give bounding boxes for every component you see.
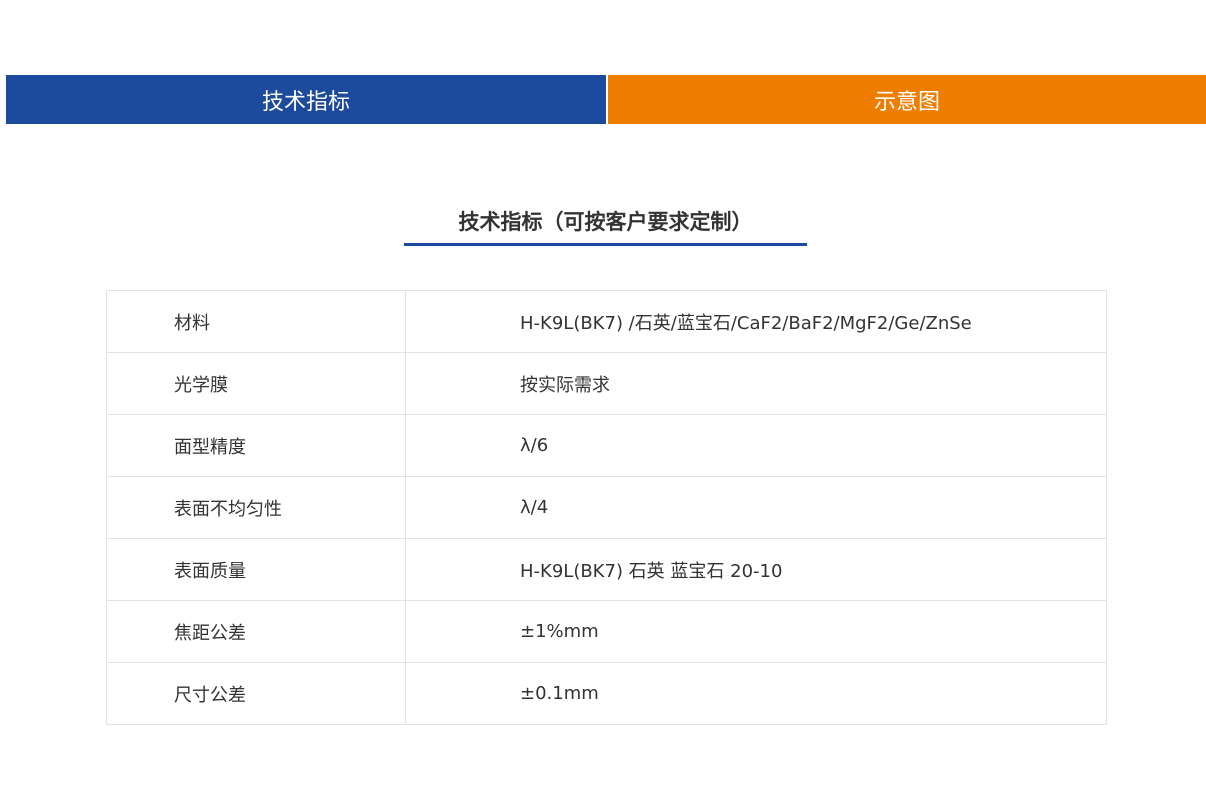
spec-value: H-K9L(BK7) 石英 蓝宝石 20-10 xyxy=(405,538,1107,601)
table-row: 光学膜 按实际需求 xyxy=(106,352,1107,415)
spec-key: 表面不均匀性 xyxy=(106,476,406,539)
spec-key: 光学膜 xyxy=(106,352,406,415)
tab-specifications[interactable]: 技术指标 xyxy=(6,75,606,124)
section-title: 技术指标（可按客户要求定制） xyxy=(458,210,753,234)
table-row: 表面不均匀性 λ/4 xyxy=(106,476,1107,539)
spec-value: λ/4 xyxy=(405,476,1107,539)
spec-value: H-K9L(BK7) /石英/蓝宝石/CaF2/BaF2/MgF2/Ge/ZnS… xyxy=(405,290,1107,353)
spec-key: 表面质量 xyxy=(106,538,406,601)
spec-value: λ/6 xyxy=(405,414,1107,477)
table-row: 面型精度 λ/6 xyxy=(106,414,1107,477)
title-underline xyxy=(404,243,807,246)
table-row: 材料 H-K9L(BK7) /石英/蓝宝石/CaF2/BaF2/MgF2/Ge/Z… xyxy=(106,290,1107,353)
spec-key: 焦距公差 xyxy=(106,600,406,663)
spec-table: 材料 H-K9L(BK7) /石英/蓝宝石/CaF2/BaF2/MgF2/Ge/Z… xyxy=(106,290,1107,725)
spec-value: 按实际需求 xyxy=(405,352,1107,415)
spec-value: ±1%mm xyxy=(405,600,1107,663)
tab-diagram[interactable]: 示意图 xyxy=(608,75,1206,124)
spec-value: ±0.1mm xyxy=(405,662,1107,725)
spec-key: 尺寸公差 xyxy=(106,662,406,725)
table-row: 尺寸公差 ±0.1mm xyxy=(106,662,1107,725)
spec-key: 材料 xyxy=(106,290,406,353)
table-row: 焦距公差 ±1%mm xyxy=(106,600,1107,663)
table-row: 表面质量 H-K9L(BK7) 石英 蓝宝石 20-10 xyxy=(106,538,1107,601)
spec-key: 面型精度 xyxy=(106,414,406,477)
